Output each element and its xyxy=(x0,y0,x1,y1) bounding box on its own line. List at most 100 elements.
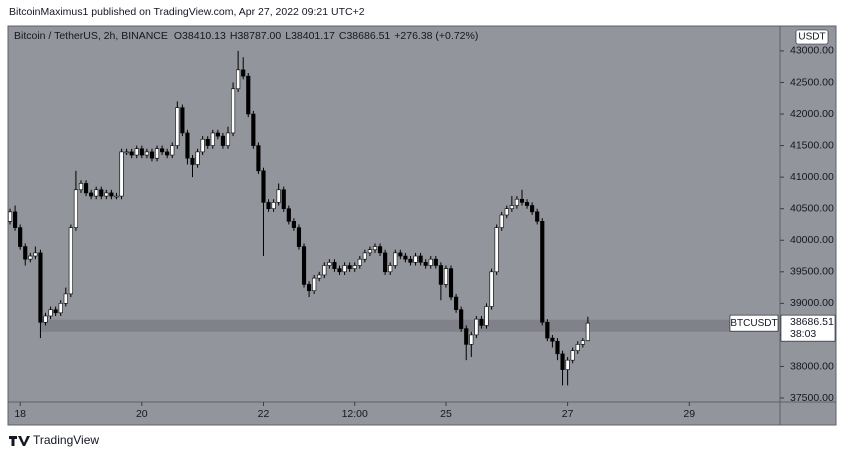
candle-body xyxy=(479,318,484,326)
candle-body xyxy=(205,138,210,146)
ohlc-value: 38410.13 xyxy=(182,30,226,42)
currency-box xyxy=(795,29,829,45)
candle-body xyxy=(362,252,367,260)
candle-body xyxy=(38,252,43,323)
candle-body xyxy=(312,277,317,292)
x-tick-label: 18 xyxy=(14,408,26,420)
candle-body xyxy=(276,189,281,203)
candle-body xyxy=(418,255,423,263)
candle-body xyxy=(570,350,575,361)
candle-body xyxy=(53,309,58,314)
candle-body xyxy=(474,318,479,336)
candle-body xyxy=(109,192,114,197)
candle-body xyxy=(433,258,438,266)
candle-body xyxy=(301,246,307,285)
candle-body xyxy=(195,151,200,165)
candle-body xyxy=(464,328,469,345)
y-tick-label: 39500.00 xyxy=(790,266,834,278)
x-tick-label: 22 xyxy=(258,408,270,420)
candle-body xyxy=(129,151,134,156)
symbol-name: Bitcoin / TetherUS, 2h, BINANCE xyxy=(14,30,168,42)
y-tick-label: 40000.00 xyxy=(790,234,834,246)
candle-body xyxy=(398,252,403,257)
candle-body xyxy=(545,321,550,339)
candle-body xyxy=(241,69,246,77)
price-tag-label: 38686.51 xyxy=(790,316,834,328)
candle-body xyxy=(104,192,109,197)
candle-body xyxy=(230,88,236,134)
candle-body xyxy=(342,265,347,273)
candle-body xyxy=(271,202,276,209)
candle-body xyxy=(540,221,545,323)
candle-body xyxy=(210,132,215,146)
candle-body xyxy=(165,151,170,156)
currency-label: USDT xyxy=(798,32,825,43)
candle-body xyxy=(372,246,378,251)
candle-body xyxy=(200,138,205,153)
y-tick-label: 39000.00 xyxy=(790,297,834,309)
candle-body xyxy=(170,145,175,156)
candle-body xyxy=(99,189,104,197)
candle-body xyxy=(266,202,271,209)
candle-body xyxy=(357,258,362,266)
candle-body xyxy=(565,359,570,370)
ohlc-label: H xyxy=(230,30,238,42)
candle-body xyxy=(459,309,464,329)
change-value: +276.38 (+0.72%) xyxy=(394,30,478,42)
candle-body xyxy=(530,205,535,213)
y-tick-label: 41500.00 xyxy=(790,139,834,151)
candle-body xyxy=(286,208,291,222)
support-zone xyxy=(40,319,781,332)
candle-body xyxy=(48,309,53,317)
candle-body xyxy=(251,113,256,146)
symbol-legend: Bitcoin / TetherUS, 2h, BINANCE O38410.13… xyxy=(14,30,478,42)
candle-body xyxy=(454,296,459,310)
ticker-label: BTCUSDT xyxy=(730,318,777,329)
brand-name: TradingView xyxy=(33,433,99,447)
candle-body xyxy=(504,208,509,216)
ohlc-value: 38401.17 xyxy=(291,30,335,42)
candle-body xyxy=(337,268,342,273)
candle-body xyxy=(383,252,388,273)
ohlc-value: 38686.51 xyxy=(346,30,390,42)
candle-body xyxy=(413,255,418,263)
candle-body xyxy=(317,274,322,279)
candle-body xyxy=(33,252,38,257)
candle-body xyxy=(215,132,220,137)
x-tick-label: 25 xyxy=(440,408,452,420)
candle-body xyxy=(494,227,499,273)
candle-body xyxy=(575,344,580,351)
x-tick-label: 29 xyxy=(683,408,695,420)
y-tick-label: 42500.00 xyxy=(790,76,834,88)
candle-body xyxy=(63,293,68,304)
candle-body xyxy=(585,322,590,341)
candle-body xyxy=(190,157,195,165)
candle-body xyxy=(28,255,33,260)
candle-body xyxy=(352,265,357,269)
candle-body xyxy=(296,227,302,247)
candle-body xyxy=(185,132,190,159)
candle-body xyxy=(73,189,78,228)
x-tick-label: 12:00 xyxy=(342,408,368,420)
candle-body xyxy=(535,211,540,222)
candle-body xyxy=(114,195,119,198)
candle-body xyxy=(438,265,443,285)
candle-body xyxy=(68,227,73,295)
candle-body xyxy=(256,145,261,172)
ohlc-label: L xyxy=(285,30,291,42)
candle-body xyxy=(149,151,155,159)
candle-body xyxy=(83,183,89,194)
candle-body xyxy=(377,246,383,254)
ohlc-value: 38787.00 xyxy=(237,30,281,42)
countdown-label: 38:03 xyxy=(790,328,816,340)
candle-body xyxy=(7,211,13,222)
candle-body xyxy=(519,198,525,203)
price-tag xyxy=(780,314,836,342)
candle-body xyxy=(408,258,413,263)
candle-body xyxy=(225,132,231,146)
candle-body xyxy=(236,69,241,90)
candle-body xyxy=(484,306,489,326)
candle-body xyxy=(428,258,433,266)
candle-body xyxy=(403,255,408,260)
